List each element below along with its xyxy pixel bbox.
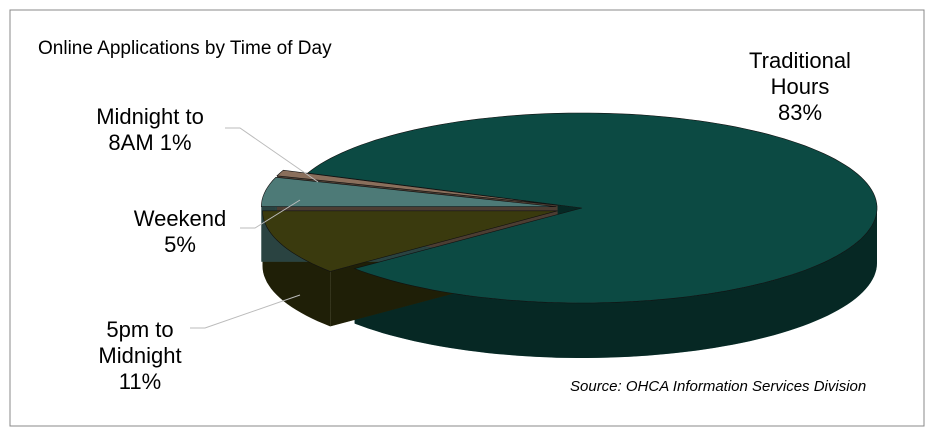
leader-line [225, 127, 319, 183]
slice [306, 112, 878, 304]
slice-side [262, 210, 331, 327]
category-label: Midnight to 8AM [96, 104, 204, 155]
slice [260, 176, 557, 208]
slice-label: Weekend 5% [115, 206, 245, 258]
leader-line [190, 294, 301, 329]
slice-label: Midnight to 8AM 1% [75, 104, 225, 156]
slice-side-shade [354, 208, 877, 358]
value-label: 83% [777, 100, 823, 125]
category-label: Traditional Hours [749, 48, 851, 99]
source-note: Source: OHCA Information Services Divisi… [570, 378, 867, 395]
chart-title: Online Applications by Time of Day [38, 38, 332, 59]
value-label: 5% [164, 232, 196, 257]
slice-label: Traditional Hours 83% [720, 48, 880, 126]
slice-side-shade [262, 210, 331, 327]
value-label: 1% [159, 130, 192, 155]
slice [276, 169, 558, 206]
leader-line [240, 199, 301, 229]
category-label: 5pm to Midnight [98, 317, 182, 368]
leader-lines [190, 127, 319, 329]
slice-side [354, 208, 877, 358]
pie [260, 112, 878, 358]
category-label: Weekend [133, 206, 227, 231]
slice [262, 210, 558, 272]
slice-label: 5pm to Midnight 11% [75, 317, 205, 395]
value-label: 11% [118, 369, 162, 394]
